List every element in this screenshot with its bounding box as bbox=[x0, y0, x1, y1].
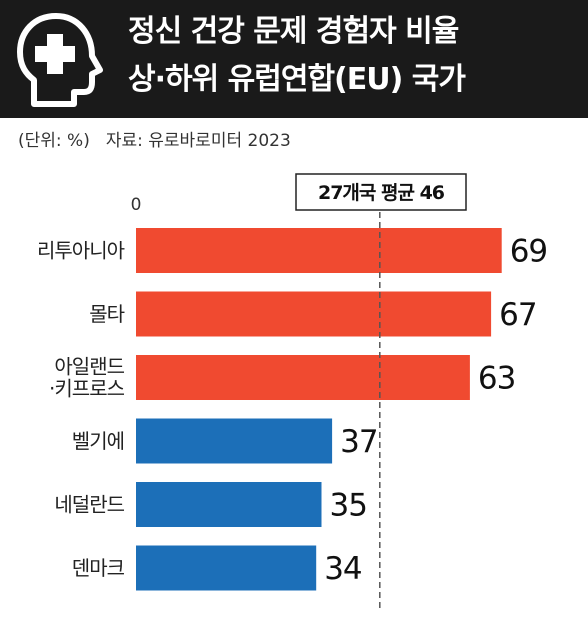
data-label: 67 bbox=[499, 297, 536, 333]
average-label-box bbox=[295, 173, 467, 211]
category-label: 덴마크 bbox=[72, 556, 125, 580]
category-label: 벨기에 bbox=[72, 429, 124, 453]
chart-meta: (단위: %) 자료: 유로바로미터 2023 bbox=[18, 126, 291, 151]
x-tick-label: 0 bbox=[131, 195, 142, 215]
chart-header: 정신 건강 문제 경험자 비율 상·하위 유럽연합(EU) 국가 bbox=[0, 0, 588, 118]
data-label: 35 bbox=[330, 488, 367, 524]
category-label: 네덜란드 bbox=[54, 493, 124, 517]
bar bbox=[136, 482, 322, 527]
source-label: 자료: 유로바로미터 2023 bbox=[105, 131, 291, 151]
category-label: 리투아니아 bbox=[37, 239, 125, 263]
chart-title-line1: 정신 건강 문제 경험자 비율 bbox=[128, 14, 459, 49]
category-label: ·키프로스 bbox=[49, 377, 125, 401]
data-label: 37 bbox=[340, 424, 377, 460]
head-medical-cross-icon bbox=[17, 13, 103, 107]
data-label: 63 bbox=[478, 361, 515, 397]
bar bbox=[136, 228, 502, 273]
unit-label: (단위: %) bbox=[18, 131, 90, 151]
chart-title-line2: 상·하위 유럽연합(EU) 국가 bbox=[128, 62, 466, 97]
bar bbox=[136, 418, 333, 464]
category-label: 아일랜드 bbox=[54, 355, 124, 379]
data-label: 34 bbox=[324, 551, 361, 587]
category-label: 몰타 bbox=[89, 302, 124, 326]
bar bbox=[136, 355, 470, 400]
data-label: 69 bbox=[510, 234, 547, 270]
average-label: 27개국 평균 46 bbox=[318, 182, 445, 204]
bar bbox=[136, 545, 317, 591]
bar bbox=[136, 291, 492, 337]
